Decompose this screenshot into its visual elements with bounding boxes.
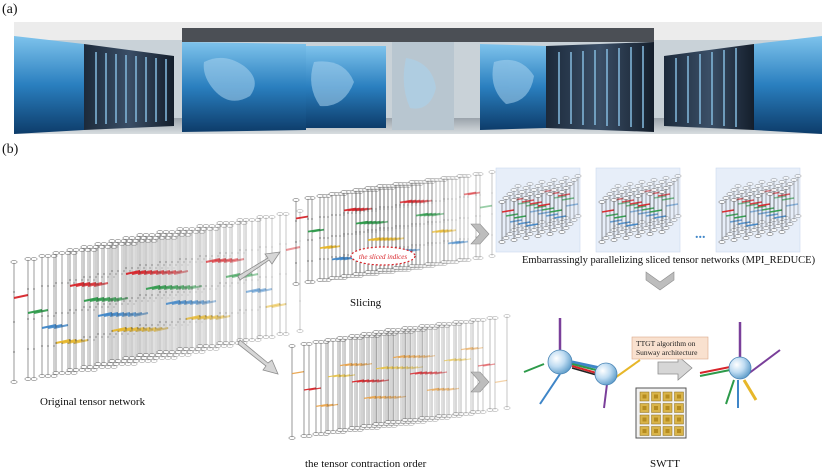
arrow-ttgt [657, 355, 693, 381]
tensor-pair-before [523, 318, 641, 409]
caption-parallel: Embarrassingly parallelizing sliced tens… [522, 255, 816, 266]
swtt-processor-chip [635, 387, 687, 439]
panel-b-label: (b) [2, 142, 19, 157]
ttgt-label-box: TTGT algorithm on Sunway architecture [631, 336, 709, 360]
sliced-indices-label: the sliced indices [359, 253, 407, 261]
arrow-to-contraction [237, 339, 279, 375]
panel-a-label: (a) [2, 2, 18, 17]
original-tensor-network [10, 209, 304, 384]
caption-swtt: SWTT [650, 458, 680, 470]
contraction-order-network [288, 314, 511, 440]
chevron-down-icon [645, 271, 675, 291]
caption-original: Original tensor network [40, 396, 146, 408]
caption-slicing: Slicing [350, 297, 382, 309]
sliced-indices-marker [350, 246, 416, 266]
supercomputer-photo [14, 22, 822, 134]
caption-contraction-order: the tensor contraction order [305, 458, 427, 470]
ttgt-line2: Sunway architecture [636, 348, 698, 357]
arrow-to-slicing [237, 251, 281, 281]
parallel-dots: ... [695, 227, 706, 242]
ttgt-line1: TTGT algorithm on [636, 339, 696, 348]
parallel-sliced-networks [495, 167, 802, 253]
chevron-to-parallel-icon [470, 223, 490, 245]
tensor-after [699, 322, 781, 408]
chevron-to-ttgt-icon [470, 371, 490, 393]
tensor-workflow-diagram: the sliced indices ... [10, 167, 802, 440]
sliced-tensor-network [292, 170, 496, 286]
